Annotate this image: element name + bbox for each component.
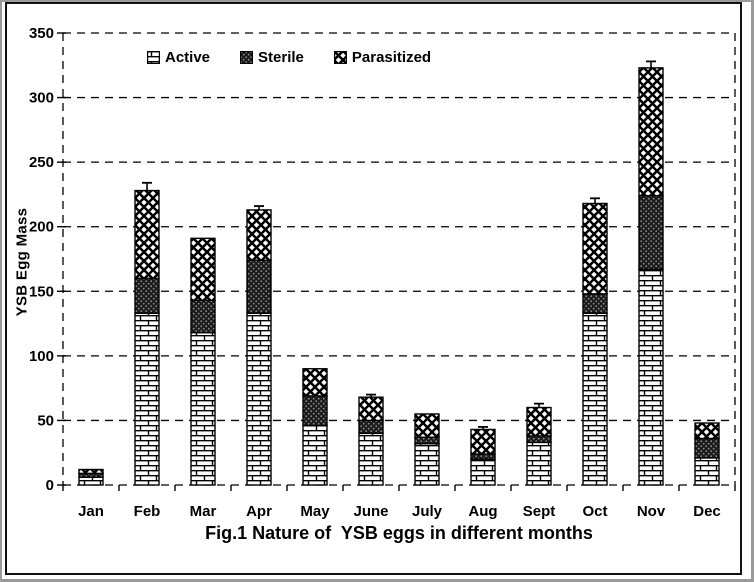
bar-segment-aug-sterile [470, 453, 496, 460]
bar-segment-nov-active [638, 268, 664, 486]
y-tick-label-350: 350 [29, 25, 54, 42]
x-category-label-apr: Apr [246, 503, 272, 520]
bar-segment-dec-sterile [694, 437, 720, 459]
bar-segment-feb-sterile [134, 277, 160, 314]
bar-segment-aug-active [470, 458, 496, 486]
x-category-label-sept: Sept [523, 503, 556, 520]
bar-segment-june-sterile [358, 419, 384, 435]
x-category-label-may: May [300, 503, 330, 520]
bar-segment-jan-parasitized [78, 468, 104, 475]
bar-segment-sept-sterile [526, 435, 552, 444]
bar-segment-dec-active [694, 457, 720, 486]
legend-label-parasitized: Parasitized [351, 49, 432, 66]
bar-segment-nov-parasitized [638, 67, 664, 197]
legend: Active Sterile Parasitized [147, 49, 431, 66]
x-category-label-nov: Nov [637, 503, 666, 520]
x-category-label-feb: Feb [134, 503, 161, 520]
x-category-label-july: July [412, 503, 443, 520]
y-tick-label-100: 100 [29, 348, 54, 365]
legend-item-sterile: Sterile [240, 49, 304, 66]
bar-segment-feb-active [134, 312, 160, 486]
bar-segment-june-parasitized [358, 396, 384, 422]
bar-segment-nov-sterile [638, 195, 664, 271]
bar-segment-mar-sterile [190, 299, 216, 334]
active-swatch-icon [147, 51, 160, 64]
bar-segment-mar-parasitized [190, 237, 216, 302]
bar-segment-sept-active [526, 441, 552, 486]
legend-label-active: Active [165, 49, 211, 66]
bar-segment-dec-parasitized [694, 422, 720, 440]
legend-label-sterile: Sterile [258, 49, 304, 66]
bar-segment-july-sterile [414, 436, 440, 445]
y-tick-label-300: 300 [29, 90, 54, 107]
bar-segment-apr-parasitized [246, 209, 272, 261]
legend-item-active: Active [147, 49, 210, 66]
bar-segment-aug-parasitized [470, 428, 496, 455]
y-tick-label-50: 50 [37, 412, 54, 429]
bar-segment-july-active [414, 442, 440, 486]
bar-segment-sept-parasitized [526, 406, 552, 437]
y-axis-label: YSB Egg Mass [13, 207, 31, 317]
scan-edge [0, 0, 2, 582]
x-category-label-june: June [353, 503, 388, 520]
bar-segment-oct-active [582, 312, 608, 486]
bar-segment-may-sterile [302, 395, 328, 427]
bar-segment-may-parasitized [302, 368, 328, 397]
bar-segment-oct-parasitized [582, 202, 608, 295]
bar-segment-oct-sterile [582, 293, 608, 314]
x-category-label-aug: Aug [468, 503, 497, 520]
legend-item-parasitized: Parasitized [333, 49, 432, 66]
figure-caption: Fig.1 Nature of YSB eggs in different mo… [205, 523, 593, 543]
bar-segment-apr-sterile [246, 259, 272, 314]
y-tick-label-250: 250 [29, 154, 54, 171]
scan-edge [0, 579, 754, 582]
scan-edge [751, 0, 754, 582]
bar-segment-jan-active [78, 476, 104, 486]
scan-edge [0, 0, 754, 2]
y-tick-label-0: 0 [46, 477, 54, 494]
bar-segment-apr-active [246, 312, 272, 486]
bar-segment-june-active [358, 432, 384, 486]
x-category-label-oct: Oct [582, 503, 607, 520]
parasitized-swatch-icon [333, 51, 347, 64]
bar-segment-may-active [302, 424, 328, 486]
y-tick-label-200: 200 [29, 219, 54, 236]
x-category-label-dec: Dec [693, 503, 721, 520]
x-category-label-jan: Jan [78, 503, 104, 520]
bar-segment-mar-active [190, 331, 216, 486]
x-category-label-mar: Mar [190, 503, 217, 520]
sterile-swatch-icon [240, 51, 254, 64]
y-tick-label-150: 150 [29, 283, 54, 300]
bar-segment-july-parasitized [414, 413, 440, 438]
bar-segment-feb-parasitized [134, 189, 160, 280]
